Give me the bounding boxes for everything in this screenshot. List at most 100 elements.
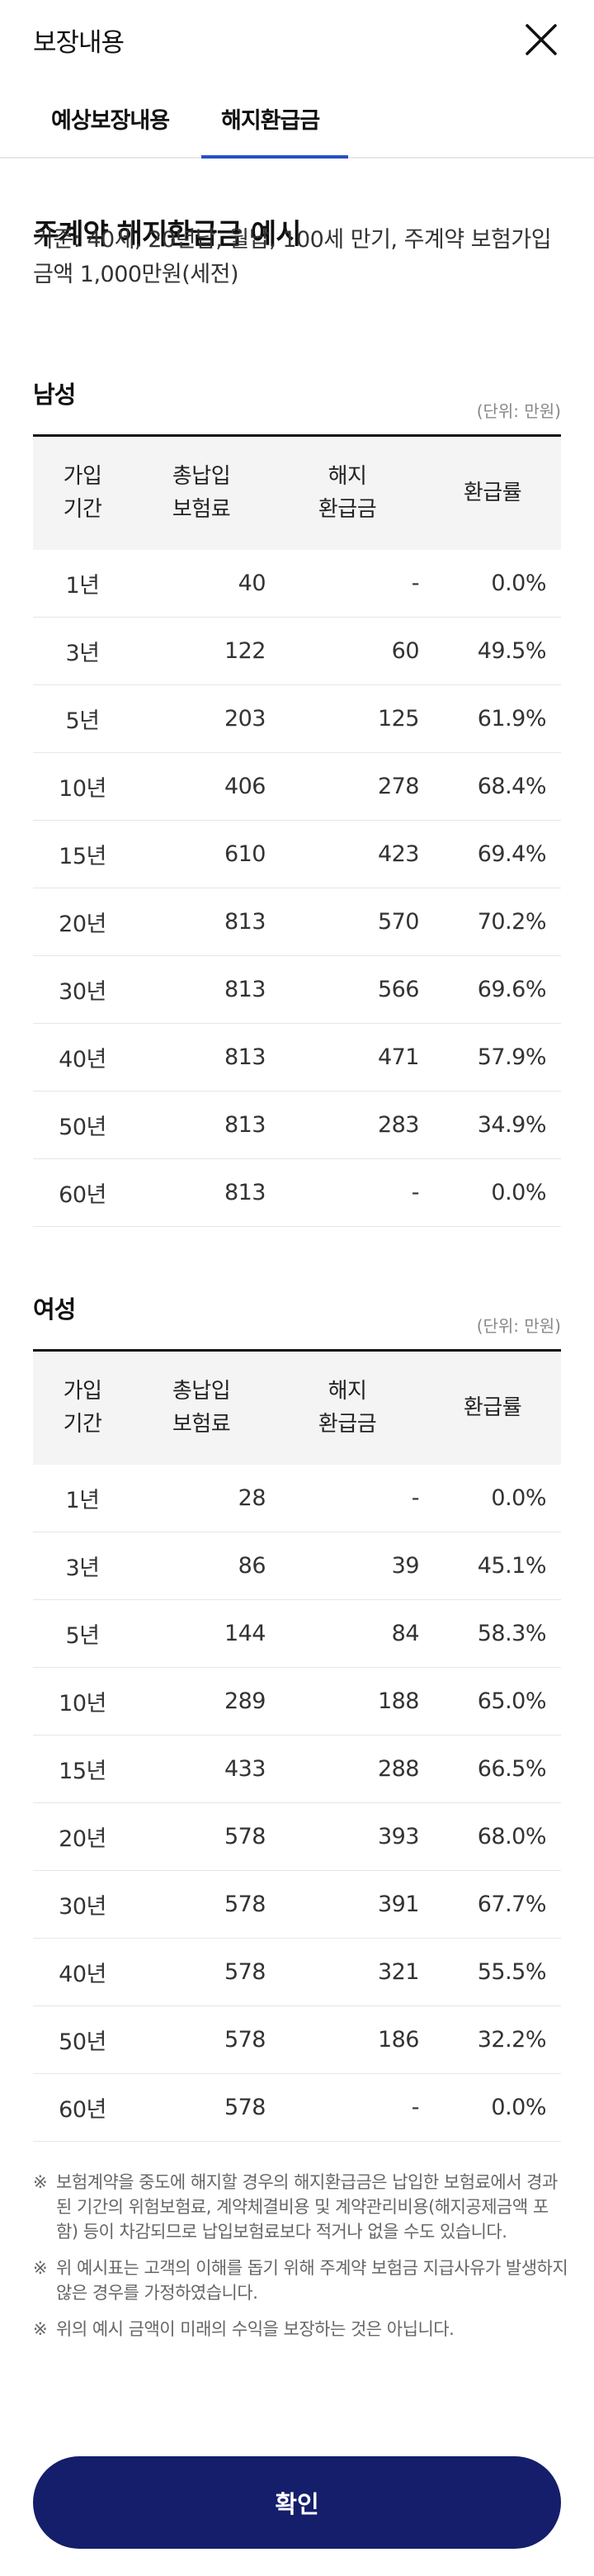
cell-paid: 289 [132,1667,271,1735]
table-row: 20년 578 393 68.0% [33,1802,561,1871]
male-unit-label: (단위: 만원) [476,401,561,421]
cell-paid: 122 [132,617,271,685]
cell-paid: 813 [132,888,271,956]
cell-paid: 813 [132,1091,271,1159]
female-unit-label: (단위: 만원) [476,1316,561,1336]
table-row: 50년 578 186 32.2% [33,2005,561,2074]
cell-period: 60년 [33,2073,132,2142]
table-row: 5년 144 84 58.3% [33,1599,561,1668]
cell-refund: 393 [271,1802,424,1871]
cell-rate: 0.0% [424,1464,561,1532]
cell-period: 20년 [33,1802,132,1871]
cell-rate: 57.9% [424,1023,561,1091]
cell-rate: 68.0% [424,1802,561,1871]
tab-expected-coverage[interactable]: 예상보장내용 [51,108,170,134]
table-row: 3년 86 39 45.1% [33,1532,561,1600]
cell-paid: 813 [132,955,271,1024]
cell-period: 30년 [33,1870,132,1939]
table-row: 15년 433 288 66.5% [33,1735,561,1803]
notes: ※ 보험계약을 중도에 해지할 경우의 해지환급금은 납입한 보험료에서 경과된 … [33,2170,569,2353]
cell-paid: 40 [132,549,271,618]
cell-period: 40년 [33,1023,132,1091]
cell-rate: 34.9% [424,1091,561,1159]
cell-refund: 566 [271,955,424,1024]
table-row: 40년 813 471 57.9% [33,1023,561,1091]
cell-paid: 578 [132,1870,271,1939]
table-row: 50년 813 283 34.9% [33,1091,561,1159]
cell-period: 3년 [33,617,132,685]
cell-period: 5년 [33,684,132,753]
close-button[interactable] [521,20,561,59]
cell-rate: 0.0% [424,549,561,618]
table-row: 5년 203 125 61.9% [33,684,561,753]
cell-period: 1년 [33,549,132,618]
table-row: 15년 610 423 69.4% [33,820,561,888]
cell-paid: 144 [132,1599,271,1668]
cell-period: 30년 [33,955,132,1024]
table-row: 1년 28-0.0% [33,1464,561,1532]
cell-paid: 578 [132,1938,271,2006]
cell-refund: 278 [271,752,424,821]
table-row: 10년 289 188 65.0% [33,1667,561,1735]
male-refund-table: 가입 기간 총납입 보험료 해지 환급금 환급률 1년 40-0.0% 3년 122 60 49… [33,434,561,1227]
table-row: 30년 813 566 69.6% [33,955,561,1024]
cell-period: 15년 [33,1735,132,1803]
cell-paid: 578 [132,2005,271,2074]
active-tab-indicator [201,155,348,159]
table-row: 1년 40-0.0% [33,549,561,618]
cell-refund: 125 [271,684,424,753]
table-row: 30년 578 391 67.7% [33,1870,561,1939]
header: 보장내용 [0,0,594,79]
cell-rate: 67.7% [424,1870,561,1939]
column-header-rate: 환급률 [463,1395,522,1421]
cell-rate: 0.0% [424,1158,561,1227]
note-item: ※ 보험계약을 중도에 해지할 경우의 해지환급금은 납입한 보험료에서 경과된 … [33,2170,569,2244]
cell-refund: 570 [271,888,424,956]
section-heading: 주계약 해지환급금 예시 [33,218,301,251]
tab-surrender-refund[interactable]: 해지환급금 [221,108,320,134]
cell-refund: 60 [271,617,424,685]
cell-rate: 69.6% [424,955,561,1024]
cell-period: 10년 [33,1667,132,1735]
male-group-title: 남성 [33,381,76,409]
cell-paid: 406 [132,752,271,821]
table-row: 3년 122 60 49.5% [33,617,561,685]
cell-paid: 813 [132,1023,271,1091]
column-header-rate: 환급률 [463,481,522,506]
cell-refund: 283 [271,1091,424,1159]
table-row: 20년 813 570 70.2% [33,888,561,956]
cell-rate: 66.5% [424,1735,561,1803]
cell-period: 5년 [33,1599,132,1668]
table-row: 60년 578-0.0% [33,2073,561,2142]
cell-period: 50년 [33,1091,132,1159]
basis-description: 기준: 40세, 20년납, 월납, 100세 만기, 주계약 보험가입금액 1… [33,227,552,287]
cell-refund: 188 [271,1667,424,1735]
female-refund-table: 가입 기간 총납입 보험료 해지 환급금 환급률 1년 28-0.0% 3년 86 39 45.… [33,1349,561,2142]
table-header-row: 가입 기간 총납입 보험료 해지 환급금 환급률 [33,1350,561,1465]
cell-rate: 58.3% [424,1599,561,1668]
note-mark: ※ [33,2172,48,2192]
table-header-row: 가입 기간 총납입 보험료 해지 환급금 환급률 [33,435,561,550]
column-header-paid: 총납입 보험료 [172,464,231,523]
cell-rate: 55.5% [424,1938,561,2006]
cell-refund: - [271,1464,424,1532]
cell-rate: 65.0% [424,1667,561,1735]
note-item: ※ 위의 예시 금액이 미래의 수익을 보장하는 것은 아닙니다. [33,2317,569,2342]
cell-period: 60년 [33,1158,132,1227]
cell-refund: - [271,549,424,618]
cell-refund: 391 [271,1870,424,1939]
cell-rate: 45.1% [424,1532,561,1600]
cell-refund: 84 [271,1599,424,1668]
cell-period: 20년 [33,888,132,956]
close-icon [526,24,557,55]
column-header-period: 가입 기간 [63,1379,102,1437]
page-title: 보장내용 [33,28,125,58]
confirm-button[interactable]: 확인 [33,2456,561,2549]
cell-period: 50년 [33,2005,132,2074]
cell-paid: 578 [132,2073,271,2142]
cell-refund: 186 [271,2005,424,2074]
cell-paid: 28 [132,1464,271,1532]
note-item: ※ 위 예시표는 고객의 이해를 돕기 위해 주계약 보험금 지급사유가 발생하지… [33,2256,569,2305]
cell-period: 10년 [33,752,132,821]
cell-rate: 70.2% [424,888,561,956]
